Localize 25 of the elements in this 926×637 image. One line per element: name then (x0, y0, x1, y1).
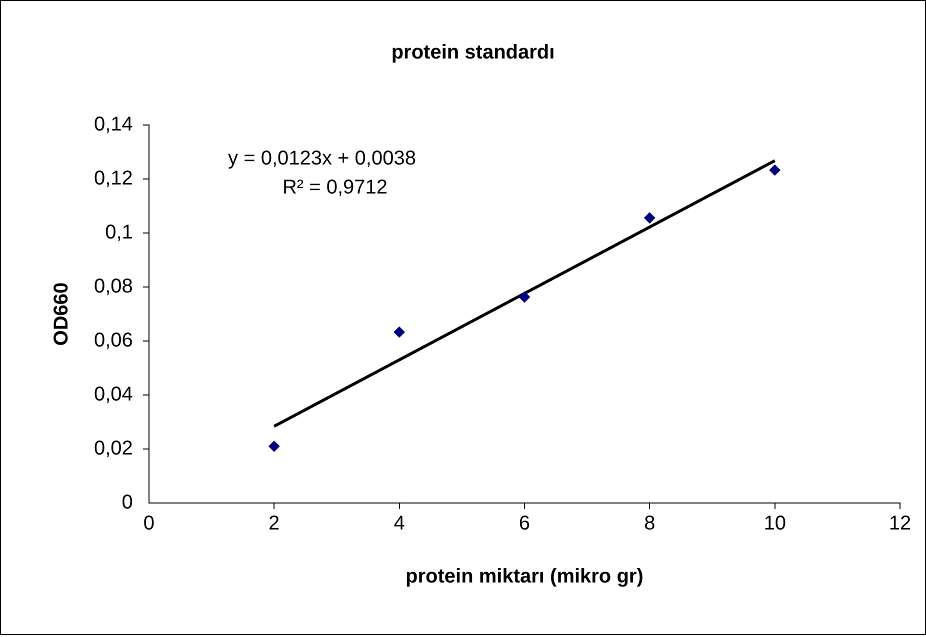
y-tick-label: 0,12 (94, 168, 133, 190)
y-tick-label: 0 (122, 492, 133, 514)
y-axis-title: OD660 (50, 282, 73, 346)
x-tick-label: 8 (644, 512, 656, 535)
y-tick-label: 0,1 (105, 222, 133, 244)
x-tick-label: 4 (394, 512, 405, 535)
x-tick-label: 2 (268, 512, 280, 535)
y-tick-label: 0,08 (94, 276, 133, 298)
annotation: R² = 0,9712 (282, 176, 388, 199)
point (644, 212, 656, 224)
point (268, 440, 280, 452)
point (518, 291, 530, 302)
point (394, 326, 405, 338)
chart-title: protein standardı (391, 42, 555, 64)
point (769, 164, 780, 176)
x-tick-label: 6 (518, 512, 530, 535)
x-tick-label: 12 (888, 512, 912, 535)
x-tick-label: 10 (764, 512, 786, 535)
y-tick-label: 0,02 (94, 438, 133, 460)
annotation: y = 0,0123x + 0,0038 (228, 148, 416, 170)
x-axis-title: protein miktarı (mikro gr) (406, 566, 644, 588)
y-tick-label: 0,06 (94, 330, 133, 352)
y-tick-label: 0,04 (94, 384, 133, 406)
x-tick-label: 0 (143, 512, 154, 535)
y-tick-label: 0,14 (94, 114, 133, 136)
